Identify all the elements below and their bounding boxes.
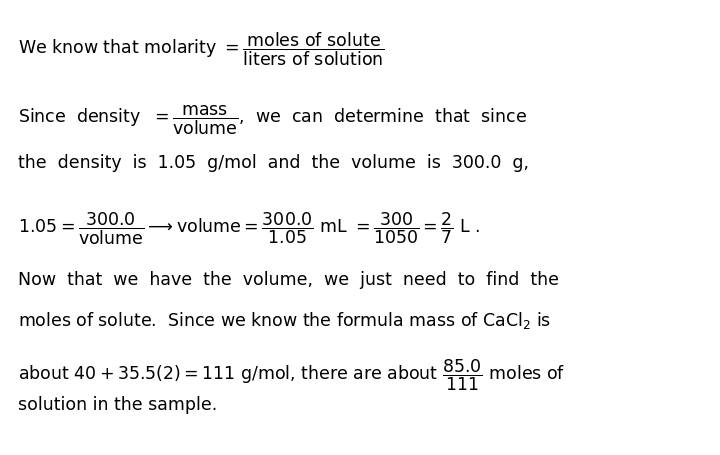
Text: Since  density  $= \dfrac{\mathrm{mass}}{\mathrm{volume}}$,  we  can  determine : Since density $= \dfrac{\mathrm{mass}}{\…	[18, 104, 527, 137]
Text: moles of solute.  Since we know the formula mass of CaCl$_2$ is: moles of solute. Since we know the formu…	[18, 309, 551, 330]
Text: $1.05 = \dfrac{300.0}{\mathrm{volume}} \longrightarrow \mathrm{volume} = \dfrac{: $1.05 = \dfrac{300.0}{\mathrm{volume}} \…	[18, 210, 480, 246]
Text: solution in the sample.: solution in the sample.	[18, 395, 217, 414]
Text: the  density  is  1.05  g/mol  and  the  volume  is  300.0  g,: the density is 1.05 g/mol and the volume…	[18, 153, 529, 172]
Text: about $40 + 35.5(2) = 111$ g/mol, there are about $\dfrac{85.0}{111}$ moles of: about $40 + 35.5(2) = 111$ g/mol, there …	[18, 357, 565, 392]
Text: Now  that  we  have  the  volume,  we  just  need  to  find  the: Now that we have the volume, we just nee…	[18, 270, 559, 288]
Text: We know that molarity $= \dfrac{\mathrm{moles\ of\ solute}}{\mathrm{liters\ of\ : We know that molarity $= \dfrac{\mathrm{…	[18, 30, 384, 68]
